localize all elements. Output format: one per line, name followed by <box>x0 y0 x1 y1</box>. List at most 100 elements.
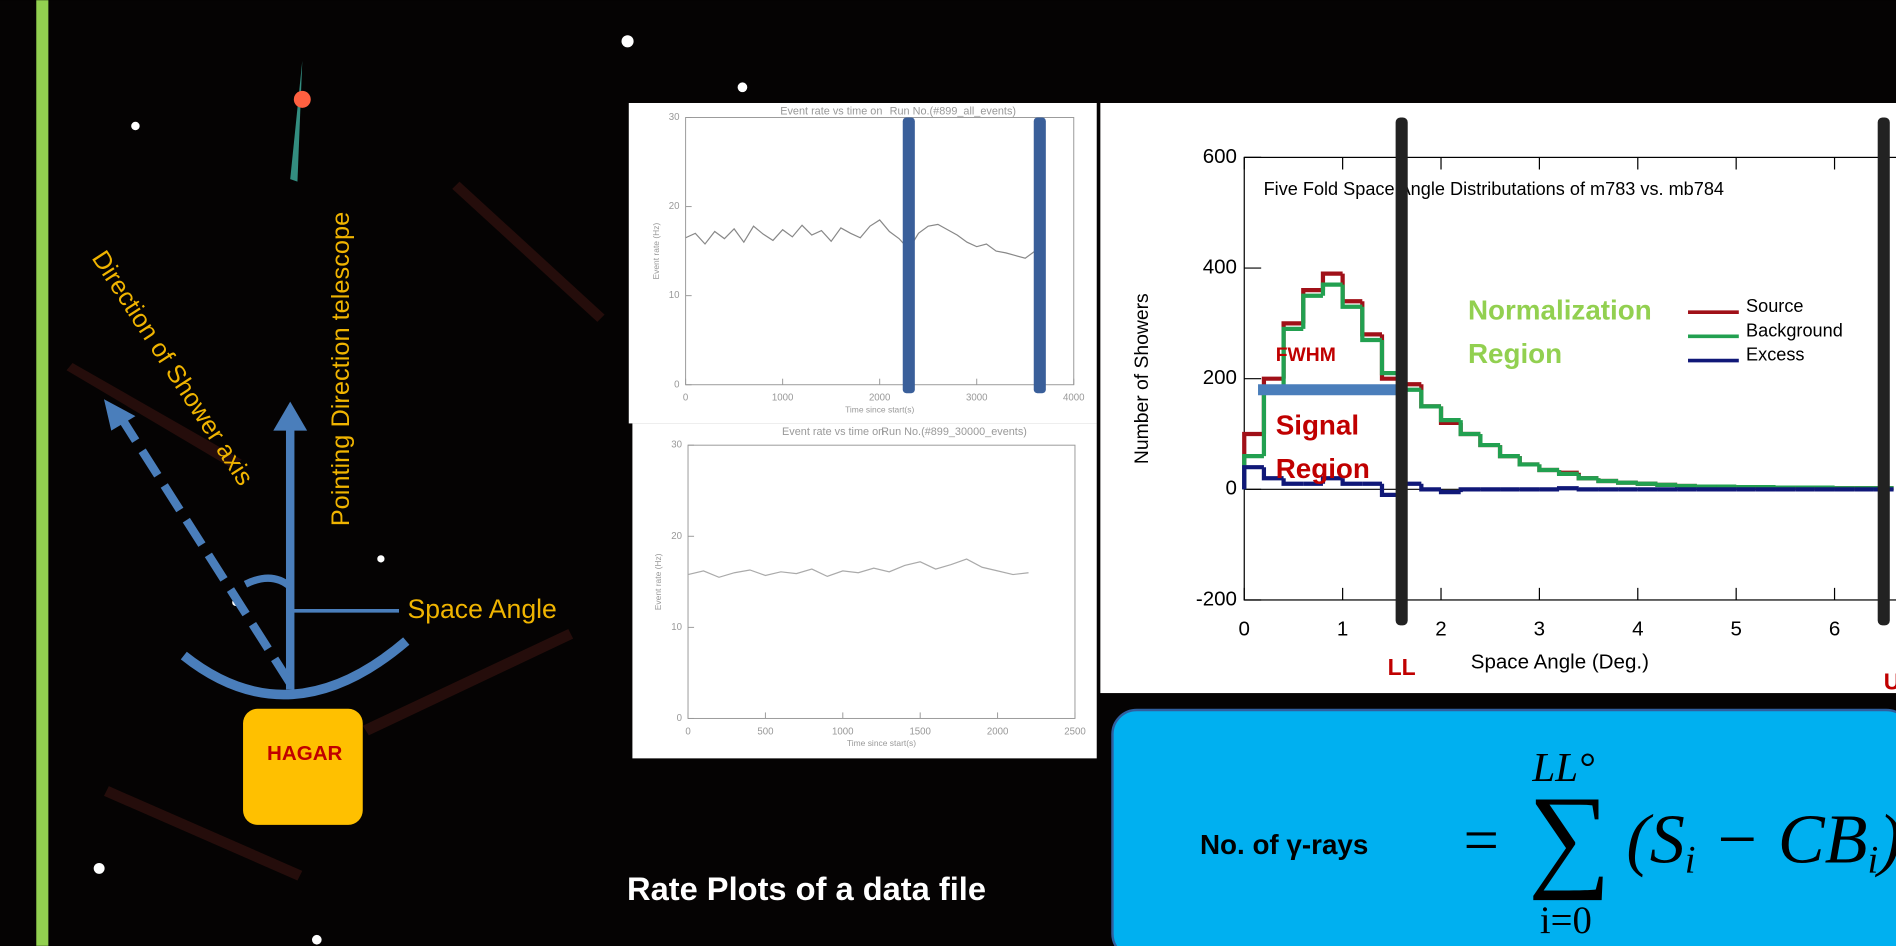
y-tick-label: 10 <box>669 290 680 301</box>
y-tick-label: -200 <box>1196 587 1237 610</box>
x-tick-label: 1000 <box>832 726 853 737</box>
time-cut <box>1033 117 1046 394</box>
histogram-step <box>1635 481 1658 486</box>
x-tick-label: 4000 <box>1063 393 1084 404</box>
histogram-step <box>1556 486 1579 491</box>
formula-subscript: i <box>1868 839 1879 881</box>
y-tick-label: 200 <box>1203 366 1237 389</box>
y-tick-label: 30 <box>669 112 680 123</box>
x-tick-label: 0 <box>683 393 688 404</box>
legend-label: Background <box>1746 320 1843 340</box>
histogram-step <box>1320 282 1343 296</box>
histogram-step <box>1734 484 1756 490</box>
y-axis-label: Event rate (Hz) <box>653 553 663 610</box>
histogram-step <box>1419 389 1442 409</box>
x-tick-label: 0 <box>1239 618 1250 641</box>
y-tick-label: 0 <box>677 713 682 724</box>
histogram-step <box>1655 482 1678 488</box>
x-tick-label: 0 <box>685 726 690 737</box>
histogram-step <box>1458 487 1481 493</box>
caption: Rate Plots of a data file <box>627 870 986 907</box>
y-tick-label: 0 <box>674 379 679 390</box>
histogram-step <box>1242 465 1264 490</box>
formula-term: (S <box>1626 802 1684 879</box>
histogram-step <box>1438 489 1461 495</box>
formula-subscript: i <box>1685 839 1696 881</box>
comet-head <box>293 90 311 108</box>
x-axis-label: Time since start(s) <box>847 738 916 748</box>
x-tick-label: 3000 <box>966 393 987 404</box>
histogram-step <box>1458 420 1481 437</box>
histogram-step <box>1556 469 1579 476</box>
space-angle-label: Space Angle <box>407 594 556 624</box>
x-tick-label: 500 <box>757 726 773 737</box>
arrow-head <box>273 401 308 431</box>
formula-term: − CB <box>1696 802 1868 879</box>
y-axis-label: Event rate (Hz) <box>651 223 661 280</box>
fwhm-label: FWHM <box>1276 344 1336 366</box>
x-tick-label: 2 <box>1435 618 1446 641</box>
x-tick-label: 1000 <box>772 393 793 404</box>
histogram-step <box>1379 339 1402 376</box>
telescope-box <box>243 708 363 825</box>
arrow-head <box>103 399 136 431</box>
nebula-streaks <box>66 181 605 881</box>
formula: No. of γ-rays = ∑ LL° i=0 (Si − CBi) <box>1111 708 1896 946</box>
rate-plot-panel <box>628 102 1097 424</box>
normalization-label: Normalization <box>1468 295 1652 326</box>
histogram-panel <box>1100 102 1896 694</box>
histogram-step <box>1576 473 1599 481</box>
histogram-step <box>1596 478 1619 484</box>
x-tick-label: 2500 <box>1064 726 1085 737</box>
histogram-step <box>1497 445 1520 459</box>
limit-label: LL <box>1388 654 1416 680</box>
x-tick-label: 5 <box>1730 618 1741 641</box>
limit-label: UL <box>1884 668 1896 694</box>
formula-box <box>1111 708 1896 946</box>
histogram-step <box>1320 476 1343 484</box>
y-tick-label: 20 <box>669 201 680 212</box>
plot-subtitle: Run No.(#899_30000_events) <box>881 426 1027 438</box>
y-tick-label: 20 <box>671 531 682 542</box>
dish-arc <box>180 637 410 700</box>
formula-upper: LL° <box>1531 744 1594 790</box>
histogram-step <box>1301 293 1323 329</box>
rate-plot-panel <box>632 423 1097 759</box>
normalization-label: Region <box>1468 338 1562 369</box>
signal-label: Region <box>1276 453 1370 484</box>
green-bar <box>36 0 49 946</box>
formula-lower: i=0 <box>1540 900 1592 942</box>
histogram-step <box>1360 306 1382 343</box>
x-tick-label: 6 <box>1829 618 1840 641</box>
limit-bar <box>1877 117 1890 626</box>
x-tick-label: 1500 <box>909 726 930 737</box>
charts: Event rate vs time on Run No.(#899_all_ev… <box>651 105 1896 748</box>
formula-term: ) <box>1874 802 1896 879</box>
rate-line <box>687 558 1029 578</box>
histogram-step <box>1379 483 1402 497</box>
histogram-step <box>1419 483 1442 492</box>
telescope-label: HAGAR <box>267 742 342 765</box>
histogram-step <box>1438 406 1461 423</box>
histogram-step <box>1340 478 1363 486</box>
x-tick-label: 3 <box>1534 618 1545 641</box>
formula-equals: = <box>1464 805 1499 875</box>
plot-title: Event rate vs time on <box>780 105 882 117</box>
signal-label: Signal <box>1276 409 1359 440</box>
x-tick-label: 2000 <box>869 393 890 404</box>
histogram-step <box>1615 480 1638 485</box>
y-axis-label: Number of Showers <box>1131 293 1153 464</box>
legend-label: Excess <box>1746 345 1804 365</box>
plot-title: Event rate vs time on <box>782 426 884 438</box>
histogram-step <box>1517 456 1540 467</box>
legend-label: Source <box>1746 296 1803 316</box>
histogram-step <box>1537 464 1560 473</box>
y-tick-label: 600 <box>1203 145 1237 168</box>
histogram-step <box>1675 483 1697 489</box>
histogram-step <box>1576 487 1599 492</box>
histogram-step <box>1261 467 1284 481</box>
y-tick-label: 400 <box>1203 255 1237 278</box>
formula-body: (Si − CBi) <box>1626 802 1896 882</box>
